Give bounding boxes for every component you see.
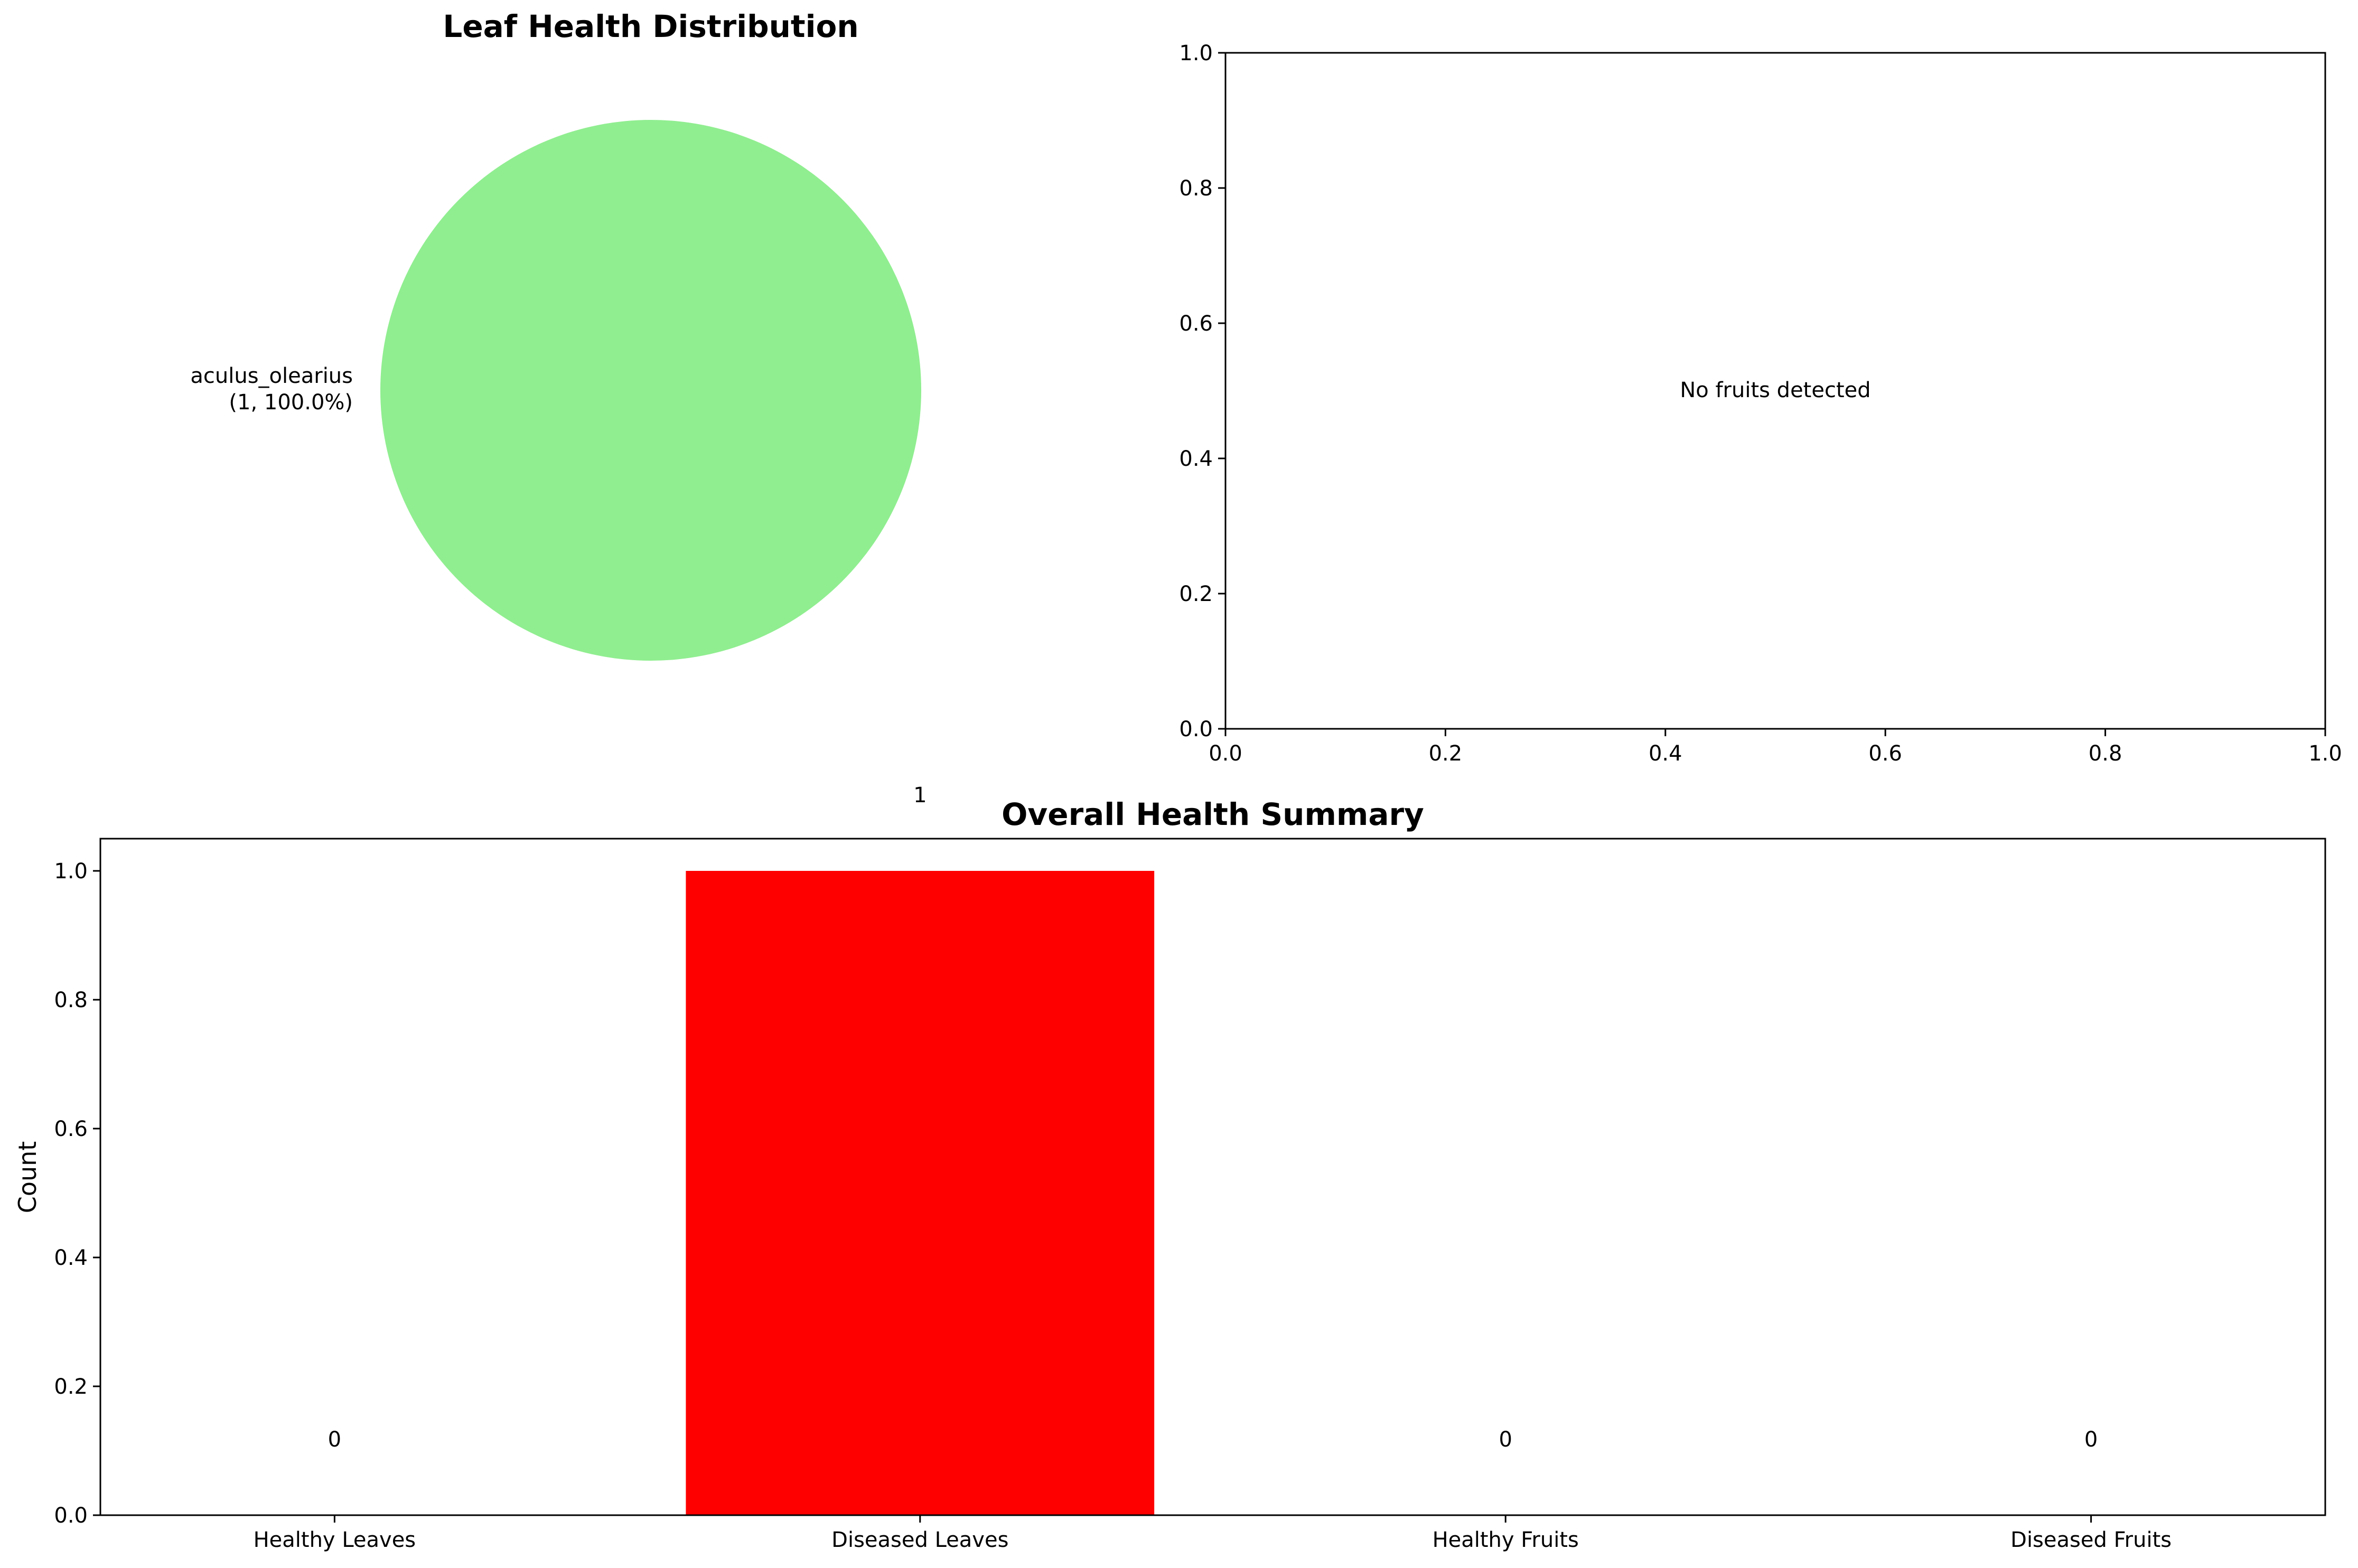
fruit-y-tick-label: 0.4 (1179, 447, 1213, 471)
fruit-y-tick-label: 1.0 (1179, 41, 1213, 65)
bar-value-label: 0 (328, 1428, 341, 1452)
pie-slice (380, 120, 921, 661)
bar-x-axis: Healthy Leaves Diseased Leaves Healthy Fru… (254, 1515, 2172, 1552)
bar-y-axis-label: Count (13, 1141, 42, 1214)
bar-y-tick-label: 0.4 (54, 1246, 88, 1270)
pie-slice-percent: (1, 100.0%) (229, 390, 353, 415)
bar-axes-frame (99, 838, 2326, 1516)
bar-value-label: 0 (2084, 1428, 2098, 1452)
pie-slice-label: aculus_olearius (190, 364, 353, 388)
fruit-x-tick-label: 0.6 (1868, 741, 1902, 766)
fruit-x-tick-label: 0.2 (1429, 741, 1463, 766)
fruit-x-tick-label: 0.4 (1649, 741, 1682, 766)
bar-value-label: 1 (913, 783, 927, 808)
bar-x-tick-label: Diseased Fruits (2010, 1528, 2172, 1552)
fruit-y-tick-label: 0.2 (1179, 582, 1213, 606)
fruit-y-tick-label: 0.8 (1179, 176, 1213, 201)
fruit-x-tick-label: 0.8 (2089, 741, 2122, 766)
bar-y-tick-label: 0.6 (54, 1117, 88, 1141)
fruit-y-axis: 0.0 0.2 0.4 0.6 0.8 1.0 (1179, 41, 1225, 741)
bar-chart-title: Overall Health Summary (1002, 796, 1424, 832)
overall-health-bar-panel: Overall Health Summary 0 1 0 0 Healthy Leav… (13, 783, 2326, 1552)
bar-y-tick-label: 0.2 (54, 1375, 88, 1399)
bar-y-axis: 0.0 0.2 0.4 0.6 0.8 1.0 (54, 859, 100, 1528)
fruit-y-tick-label: 0.0 (1179, 717, 1213, 741)
fruit-x-tick-label: 1.0 (2308, 741, 2342, 766)
fruit-x-tick-label: 0.0 (1209, 741, 1242, 766)
fruit-x-axis: 0.0 0.2 0.4 0.6 0.8 1.0 (1209, 729, 2342, 766)
bar (686, 871, 1155, 1515)
no-fruits-message: No fruits detected (1680, 378, 1870, 402)
fruit-health-panel: 0.0 0.2 0.4 0.6 0.8 1.0 0.0 0.2 0.4 0.6 0.8 1.0 No… (1179, 41, 2342, 766)
bar-y-tick-label: 1.0 (54, 859, 88, 884)
bar-x-tick-label: Healthy Fruits (1433, 1528, 1579, 1552)
bar-value-labels: 0 1 0 0 (328, 783, 2098, 1452)
bar-y-tick-label: 0.0 (54, 1504, 88, 1528)
pie-title: Leaf Health Distribution (443, 8, 858, 44)
fruit-y-tick-label: 0.6 (1179, 312, 1213, 336)
leaf-health-pie-panel: Leaf Health Distribution aculus_olearius… (190, 8, 921, 661)
bar-y-tick-label: 0.8 (54, 988, 88, 1012)
bar-series (686, 871, 1155, 1515)
fruit-axes-frame (1224, 52, 2326, 730)
bar-x-tick-label: Diseased Leaves (831, 1528, 1008, 1552)
bar-value-label: 0 (1499, 1428, 1512, 1452)
bar-x-tick-label: Healthy Leaves (254, 1528, 416, 1552)
